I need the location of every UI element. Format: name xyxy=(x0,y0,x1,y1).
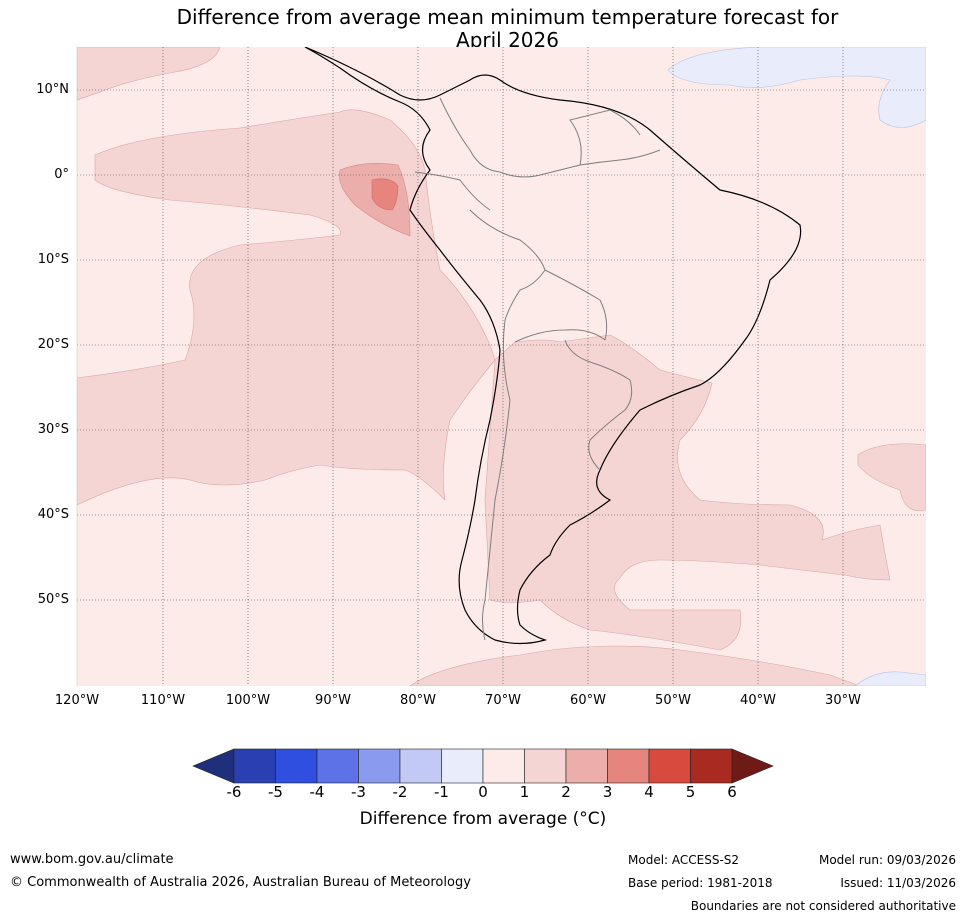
colorbar-title: Difference from average (°C) xyxy=(359,809,607,829)
colorbar-swatch xyxy=(399,748,442,784)
lat-label: 20°S xyxy=(37,337,69,352)
issued-text: Issued: 11/03/2026 xyxy=(840,876,956,890)
colorbar-swatch xyxy=(482,748,525,784)
colorbar-extend-low xyxy=(192,748,235,784)
colorbar xyxy=(192,748,774,784)
lon-label: 60°W xyxy=(570,693,606,708)
lon-label: 90°W xyxy=(315,693,351,708)
colorbar-tick: -4 xyxy=(309,783,325,801)
lon-label: 50°W xyxy=(655,693,691,708)
lon-label: 110°W xyxy=(140,693,186,708)
colorbar-tick: 6 xyxy=(727,783,737,801)
graticule xyxy=(77,47,926,686)
lat-label: 10°N xyxy=(36,82,69,97)
lat-label: 50°S xyxy=(37,592,69,607)
colorbar-tick: -5 xyxy=(268,783,283,801)
model-run-text: Model run: 09/03/2026 xyxy=(818,853,956,867)
colorbar-tick: -3 xyxy=(351,783,366,801)
colorbar-extend-high xyxy=(731,748,774,784)
colorbar-swatch xyxy=(233,748,276,784)
model-text: Model: ACCESS-S2 xyxy=(628,853,740,867)
colorbar-tick: -2 xyxy=(392,783,408,801)
lon-label: 80°W xyxy=(400,693,436,708)
colorbar-swatch xyxy=(690,748,733,784)
lat-label: 40°S xyxy=(37,507,69,522)
website-link[interactable]: www.bom.gov.au/climate xyxy=(10,852,174,867)
chart-title-line1: Difference from average mean minimum tem… xyxy=(176,5,839,29)
lon-label: 100°W xyxy=(225,693,271,708)
lat-label: 30°S xyxy=(37,422,69,437)
colorbar-tick: 4 xyxy=(644,783,654,801)
copyright-text: © Commonwealth of Australia 2026, Austra… xyxy=(10,875,471,890)
colorbar-tick: 2 xyxy=(561,783,571,801)
lon-label: 30°W xyxy=(825,693,861,708)
colorbar-swatch xyxy=(275,748,318,784)
colorbar-swatch xyxy=(565,748,608,784)
colorbar-swatch xyxy=(648,748,691,784)
colorbar-tick: -6 xyxy=(226,783,242,801)
colorbar-swatch xyxy=(316,748,359,784)
colorbar-tick: 3 xyxy=(602,783,613,801)
anomaly-field-3-to-4 xyxy=(371,178,399,211)
lon-label: 70°W xyxy=(485,693,521,708)
lon-label: 120°W xyxy=(54,693,100,708)
lon-label: 40°W xyxy=(740,693,776,708)
colorbar-swatch xyxy=(358,748,401,784)
lat-label: 0° xyxy=(54,167,69,182)
lat-label: 10°S xyxy=(37,252,69,267)
base-period-text: Base period: 1981-2018 xyxy=(628,876,773,890)
colorbar-swatch xyxy=(441,748,484,784)
country-borders xyxy=(414,97,661,641)
colorbar-swatch xyxy=(524,748,567,784)
colorbar-tick: 1 xyxy=(519,783,530,801)
colorbar-swatch xyxy=(607,748,650,784)
south-america-coastline xyxy=(304,47,802,645)
colorbar-tick: 5 xyxy=(685,783,696,801)
colorbar-tick: -1 xyxy=(434,783,449,801)
boundaries-disclaimer: Boundaries are not considered authoritat… xyxy=(690,899,956,913)
colorbar-tick: 0 xyxy=(478,783,488,801)
anomaly-field-minus1-to-0 xyxy=(667,47,926,686)
